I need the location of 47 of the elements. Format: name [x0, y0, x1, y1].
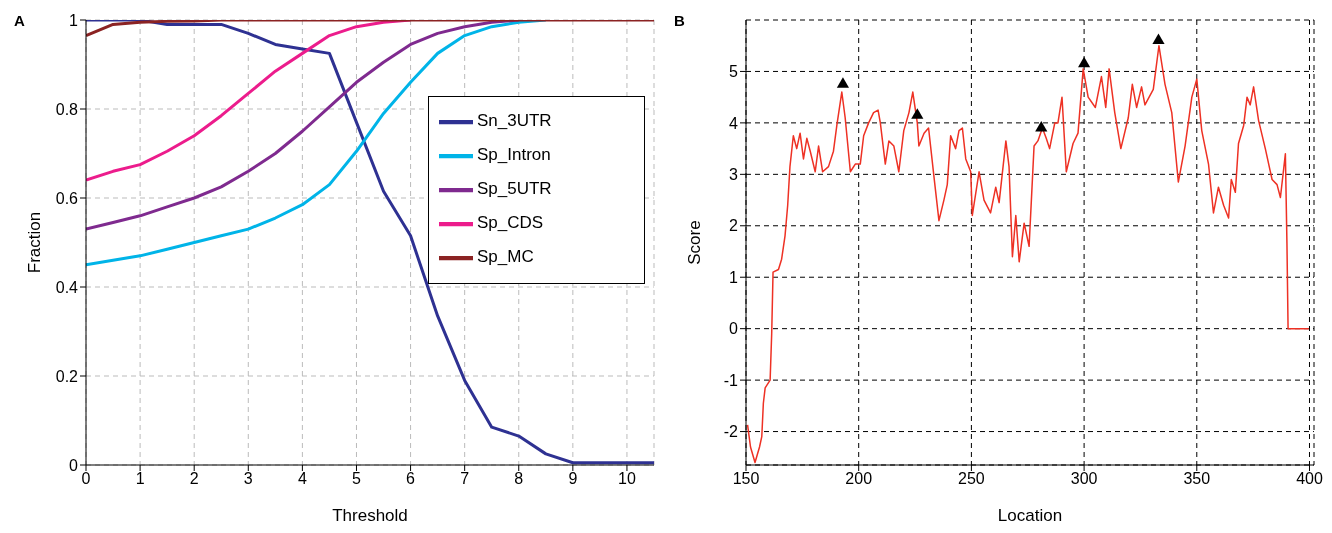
legend-label: Sp_Intron	[477, 145, 551, 165]
x-tick-label: 5	[352, 470, 362, 488]
x-tick-label: 2	[189, 470, 199, 488]
y-tick-label: 1	[729, 268, 739, 286]
x-tick-label: 10	[618, 470, 636, 488]
x-tick-label: 250	[958, 470, 985, 488]
y-tick-label: 4	[729, 114, 739, 132]
x-tick-label: 4	[297, 470, 307, 488]
x-tick-label: 350	[1183, 470, 1211, 488]
point	[911, 108, 924, 119]
chart-title: B	[674, 12, 685, 29]
point	[836, 77, 849, 88]
y-tick-label: 0.8	[55, 100, 79, 118]
x-tick-label: 0	[81, 470, 91, 488]
legend-label: Sp_5UTR	[477, 179, 552, 199]
point	[1152, 33, 1165, 45]
y-tick-label: 0	[729, 320, 739, 338]
x-tick-label: 7	[460, 470, 470, 488]
point	[1078, 56, 1091, 68]
x-tick-label: 8	[514, 470, 524, 488]
legend-label: Sp_MC	[477, 247, 534, 267]
x-tick-label: 150	[732, 470, 760, 488]
y-tick-label: 0.6	[55, 189, 79, 207]
chart-title: A	[14, 12, 25, 29]
x-axis-title: Threshold	[332, 506, 408, 525]
y-tick-label: 5	[729, 63, 739, 81]
y-tick-label: 2	[729, 217, 739, 235]
x-tick-label: 300	[1070, 470, 1098, 488]
y-tick-label: 0.4	[55, 278, 79, 296]
y-axis-title: Score	[685, 220, 705, 265]
x-axis-title: Location	[997, 506, 1063, 525]
x-tick-label: 9	[568, 470, 578, 488]
y-tick-label: -2	[723, 423, 739, 441]
legend-label: Sp_CDS	[477, 213, 544, 233]
x-tick-label: 1	[135, 470, 145, 488]
x-tick-label: 400	[1296, 470, 1323, 488]
y-tick-label: 0	[69, 456, 79, 474]
y-axis-title: Fraction	[25, 211, 45, 274]
x-tick-label: 200	[845, 470, 873, 488]
point	[1035, 121, 1048, 132]
y-tick-label: 0.2	[55, 367, 79, 385]
x-tick-label: 6	[406, 470, 416, 488]
y-tick-label: -1	[723, 371, 739, 389]
y-tick-label: 3	[729, 166, 739, 184]
y-tick-label: 1	[69, 11, 79, 29]
legend-label: Sn_3UTR	[477, 111, 552, 131]
x-tick-label: 3	[243, 470, 253, 488]
